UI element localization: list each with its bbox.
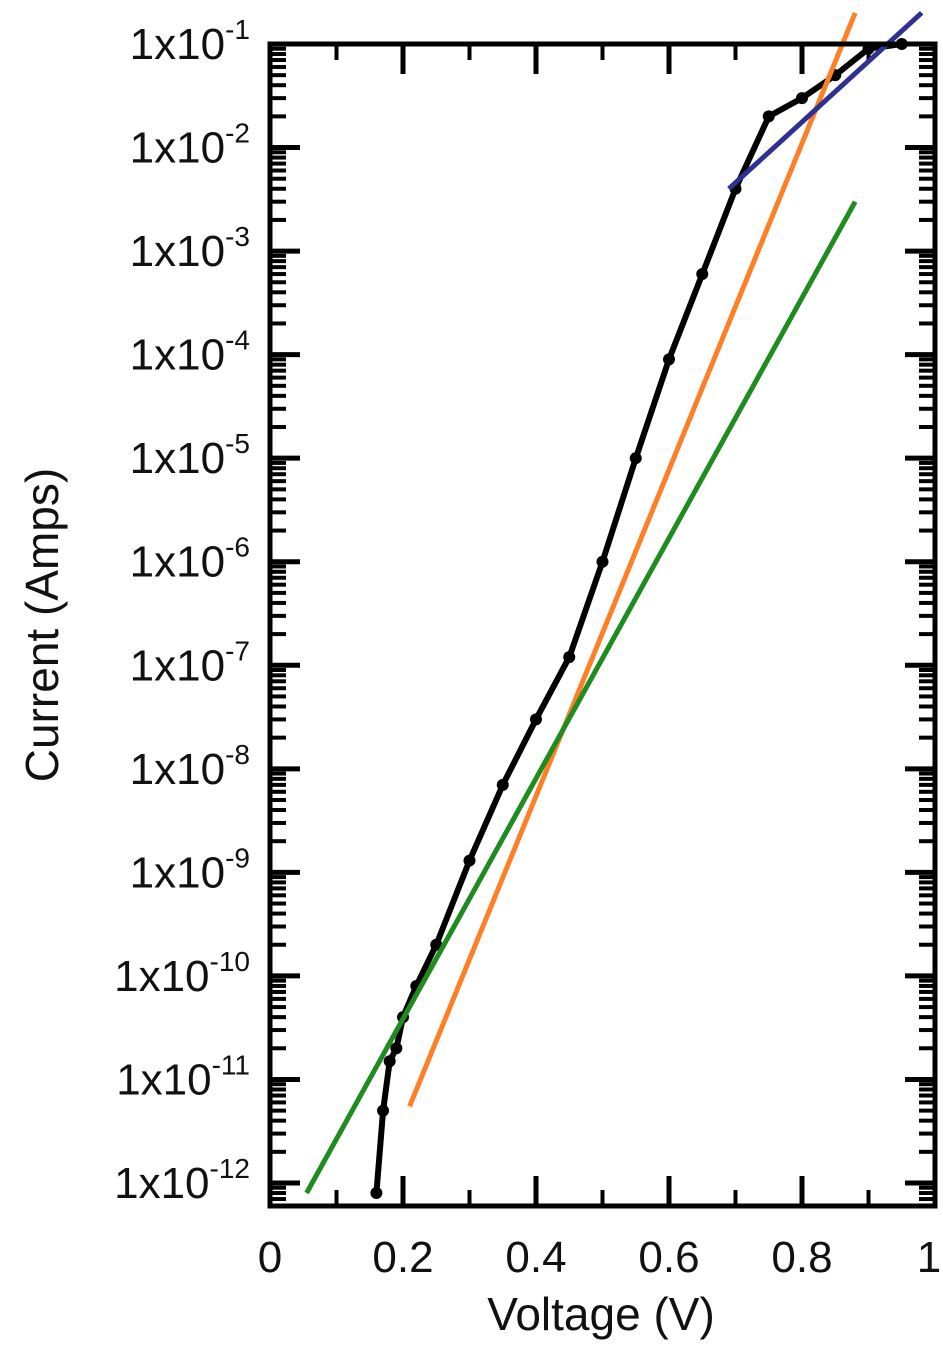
y-tick-label: 1x10-11: [116, 1049, 250, 1104]
data-point: [663, 353, 675, 366]
data-point: [796, 92, 808, 105]
y-tick-label-exponent: -8: [225, 739, 250, 770]
data-point: [696, 268, 709, 281]
data-point: [377, 1104, 390, 1117]
y-axis-title: Current (Amps): [16, 468, 68, 782]
x-tick-label: 0.8: [771, 1233, 832, 1282]
y-tick-label: 1x10-12: [114, 1153, 250, 1208]
series-line-1: [407, 11, 858, 1108]
y-tick-label-base: 1x10: [130, 538, 225, 587]
y-tick-label: 1x10-10: [114, 946, 250, 1001]
data-point: [596, 555, 609, 568]
data-point: [563, 651, 576, 664]
y-tick-label: 1x10-6: [130, 532, 250, 587]
y-tick-label: 1x10-7: [130, 635, 250, 690]
series-line-3: [727, 10, 924, 191]
y-tick-label: 1x10-3: [130, 221, 250, 276]
data-point: [390, 1042, 403, 1055]
x-tick-label: 0: [258, 1233, 282, 1282]
series-line-2: [304, 200, 858, 1195]
y-tick-label-base: 1x10: [130, 20, 225, 69]
y-tick-label: 1x10-9: [130, 842, 250, 897]
y-tick-label: 1x10-1: [130, 14, 250, 69]
data-point: [430, 938, 443, 951]
y-tick-label-base: 1x10: [130, 124, 225, 173]
y-tick-label-base: 1x10: [130, 331, 225, 380]
y-tick-label-exponent: -7: [225, 635, 250, 666]
y-tick-label: 1x10-4: [130, 325, 250, 380]
y-tick-label-exponent: -10: [210, 946, 250, 977]
minor-ticks: [270, 44, 935, 1208]
data-point: [629, 452, 642, 465]
y-tick-label: 1x10-2: [130, 118, 250, 173]
y-tick-label-base: 1x10: [130, 434, 225, 483]
data-point: [496, 778, 509, 791]
data-point: [383, 1055, 396, 1068]
y-tick-label-exponent: -3: [225, 221, 250, 252]
y-tick-label-exponent: -12: [210, 1153, 250, 1184]
y-tick-labels: 1x10-11x10-21x10-31x10-41x10-51x10-61x10…: [114, 14, 250, 1208]
y-tick-label-base: 1x10: [114, 1159, 209, 1208]
y-tick-label-base: 1x10: [116, 1055, 211, 1104]
data-point: [463, 854, 476, 867]
x-axis-title: Voltage (V): [487, 1288, 715, 1340]
y-tick-label-exponent: -6: [225, 532, 250, 563]
major-ticks: [267, 41, 938, 1206]
y-tick-label-exponent: -4: [225, 325, 250, 356]
x-tick-label: 0.6: [638, 1233, 699, 1282]
y-tick-label-exponent: -1: [225, 14, 250, 45]
y-tick-label: 1x10-8: [130, 739, 250, 794]
series-line-0: [373, 41, 903, 1194]
y-tick-label-base: 1x10: [130, 641, 225, 690]
x-tick-label: 1: [917, 1233, 941, 1282]
x-tick-label: 0.2: [372, 1233, 433, 1282]
series-layer: [304, 10, 924, 1200]
x-tick-label: 0.4: [505, 1233, 566, 1282]
data-point: [530, 713, 542, 726]
y-tick-label: 1x10-5: [130, 428, 250, 483]
data-point: [370, 1187, 383, 1200]
y-tick-label-exponent: -2: [225, 118, 250, 149]
y-tick-label-base: 1x10: [130, 227, 225, 276]
y-tick-label-exponent: -5: [225, 428, 250, 459]
data-point: [762, 110, 775, 123]
y-tick-label-base: 1x10: [130, 745, 225, 794]
y-tick-label-base: 1x10: [114, 952, 209, 1001]
y-tick-label-base: 1x10: [130, 848, 225, 897]
plot-frame: [267, 41, 938, 1209]
x-tick-labels: 0 0.2 0.4 0.6 0.8 1: [258, 1233, 941, 1282]
y-tick-label-exponent: -9: [225, 842, 250, 873]
y-tick-label-exponent: -11: [212, 1049, 250, 1080]
